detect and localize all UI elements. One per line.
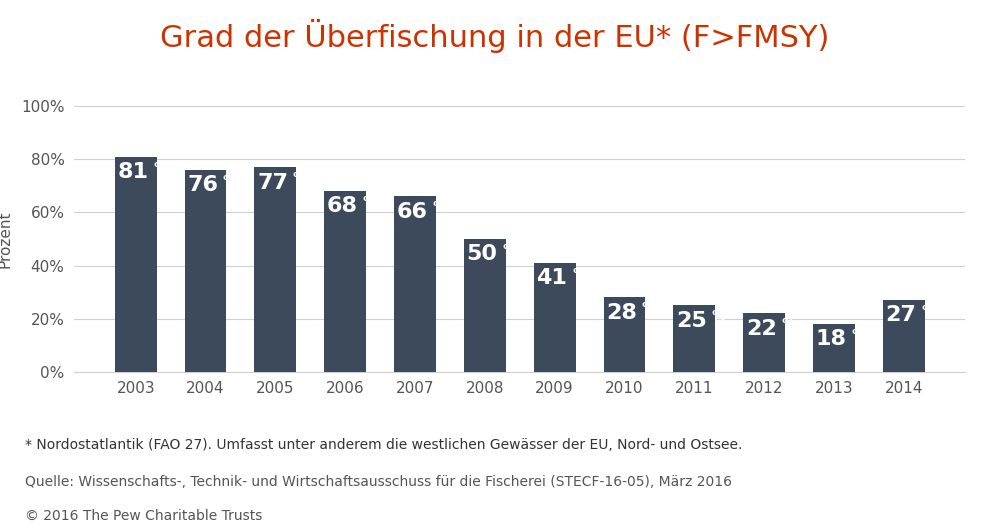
Text: %: % bbox=[642, 301, 656, 315]
Text: 81: 81 bbox=[118, 162, 148, 182]
Bar bbox=[115, 157, 156, 372]
Bar bbox=[883, 300, 925, 372]
Text: 27: 27 bbox=[886, 305, 917, 326]
Text: 22: 22 bbox=[746, 319, 777, 339]
Text: %: % bbox=[781, 317, 796, 331]
Text: * Nordostatlantik (FAO 27). Umfasst unter anderem die westlichen Gewässer der EU: * Nordostatlantik (FAO 27). Umfasst unte… bbox=[25, 438, 742, 452]
Bar bbox=[673, 305, 715, 372]
Text: 50: 50 bbox=[466, 244, 498, 264]
Y-axis label: Prozent: Prozent bbox=[0, 210, 13, 268]
Text: Quelle: Wissenschafts-, Technik- und Wirtschaftsausschuss für die Fischerei (STE: Quelle: Wissenschafts-, Technik- und Wir… bbox=[25, 475, 732, 489]
Text: 66: 66 bbox=[397, 202, 428, 222]
Bar bbox=[813, 324, 855, 372]
Bar bbox=[325, 191, 366, 372]
Text: %: % bbox=[502, 243, 517, 257]
Bar bbox=[394, 196, 436, 372]
Text: 68: 68 bbox=[327, 196, 358, 217]
Text: 25: 25 bbox=[676, 311, 707, 331]
Text: 28: 28 bbox=[606, 303, 638, 323]
Bar bbox=[464, 239, 506, 372]
Text: %: % bbox=[293, 171, 307, 185]
Text: %: % bbox=[433, 200, 446, 215]
Bar bbox=[184, 170, 227, 372]
Text: %: % bbox=[362, 195, 376, 209]
Bar bbox=[534, 263, 575, 372]
Text: %: % bbox=[153, 160, 167, 175]
Text: 76: 76 bbox=[187, 175, 218, 195]
Text: %: % bbox=[851, 328, 865, 342]
Text: 41: 41 bbox=[537, 268, 567, 288]
Text: %: % bbox=[922, 304, 936, 318]
Text: © 2016 The Pew Charitable Trusts: © 2016 The Pew Charitable Trusts bbox=[25, 509, 262, 523]
Text: 77: 77 bbox=[257, 173, 288, 193]
Bar bbox=[604, 297, 645, 372]
Text: Grad der Überfischung in der EU* (F>FMSY): Grad der Überfischung in der EU* (F>FMSY… bbox=[160, 19, 830, 53]
Text: 18: 18 bbox=[816, 329, 846, 349]
Bar bbox=[254, 167, 296, 372]
Text: %: % bbox=[223, 174, 237, 188]
Bar bbox=[743, 313, 785, 372]
Text: %: % bbox=[712, 309, 726, 323]
Text: %: % bbox=[572, 267, 586, 281]
